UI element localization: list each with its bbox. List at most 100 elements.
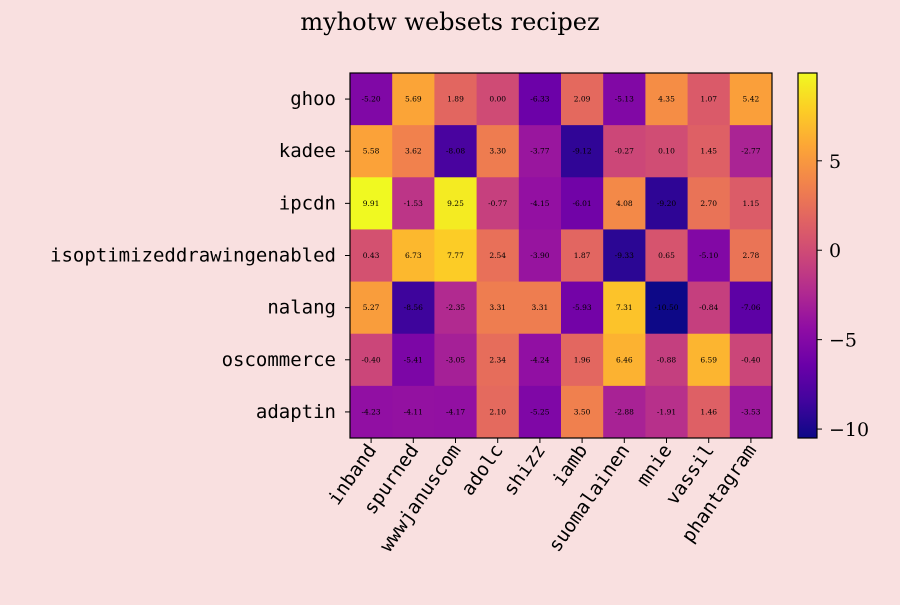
cell-value-label: 1.96 (574, 355, 591, 364)
heatmap-cell (603, 229, 646, 283)
cell-value-label: -3.77 (530, 147, 549, 156)
cell-value-label: 2.54 (489, 251, 506, 260)
heatmap-cell (687, 333, 731, 387)
cell-value-label: 2.34 (489, 355, 506, 364)
cell-value-label: 4.35 (658, 95, 675, 104)
heatmap-cell (350, 177, 393, 230)
cell-value-label: 3.31 (532, 303, 549, 312)
heatmap-cell (729, 229, 773, 283)
heatmap-cell (392, 73, 435, 126)
column-tick-labels: inbandspurnedwwwjanuscomadolcshizziambsu… (324, 438, 761, 556)
heatmap-cell (729, 333, 773, 387)
heatmap-cells (350, 73, 773, 439)
heatmap-cell-labels: -5.20 5.69 1.89 0.00 -6.33 2.09 -5.13 4.35 1.07 5… (361, 95, 760, 417)
cell-value-label: -7.06 (741, 303, 760, 312)
heatmap-cell (392, 229, 435, 283)
cell-value-label: 0.43 (363, 251, 380, 260)
heatmap-cell (645, 125, 689, 178)
heatmap-cell (476, 229, 520, 283)
heatmap-cell (561, 125, 604, 178)
cell-value-label: -6.33 (530, 95, 549, 104)
heatmap-cell (392, 177, 435, 230)
heatmap-cell (350, 73, 393, 126)
column-tick-label: shizz (499, 440, 550, 499)
cell-value-label: 3.30 (489, 147, 506, 156)
heatmap-cell (687, 281, 731, 335)
heatmap-cell (561, 281, 604, 335)
cell-value-label: 7.31 (616, 303, 633, 312)
cell-value-label: -0.27 (615, 147, 634, 156)
heatmap-cell (476, 177, 520, 230)
heatmap-cell (603, 333, 646, 387)
cell-value-label: -5.10 (699, 251, 718, 260)
cell-value-label: 5.42 (743, 95, 760, 104)
row-tick-label: ipcdn (279, 192, 336, 214)
cell-value-label: 1.89 (447, 95, 464, 104)
cell-value-label: -8.56 (404, 303, 423, 312)
cell-value-label: -0.40 (741, 355, 760, 364)
cell-value-label: -4.11 (404, 407, 423, 416)
heatmap-cell (561, 73, 604, 126)
heatmap-cell (603, 281, 646, 335)
heatmap-cell (350, 125, 393, 178)
colorbar-tick-label: 0 (829, 240, 841, 262)
cell-value-label: 5.69 (405, 95, 422, 104)
heatmap-cell (603, 177, 646, 230)
heatmap-cell (434, 229, 478, 283)
cell-value-label: -4.24 (530, 355, 549, 364)
cell-value-label: 0.00 (489, 95, 506, 104)
heatmap-cell (476, 73, 520, 126)
cell-value-label: 3.50 (574, 407, 591, 416)
cell-value-label: -5.93 (572, 303, 591, 312)
heatmap-cell (434, 177, 478, 230)
cell-value-label: -8.08 (446, 147, 465, 156)
cell-value-label: -4.23 (361, 407, 380, 416)
cell-value-label: -0.40 (361, 355, 380, 364)
cell-value-label: -2.88 (615, 407, 634, 416)
cell-value-label: 1.07 (700, 95, 717, 104)
heatmap-cell (645, 229, 689, 283)
cell-value-label: -9.12 (572, 147, 591, 156)
cell-value-label: -0.88 (657, 355, 676, 364)
heatmap-cell (645, 177, 689, 230)
heatmap-cell (434, 385, 478, 439)
cell-value-label: -1.53 (404, 199, 423, 208)
heatmap-cell (603, 385, 646, 439)
cell-value-label: 1.45 (700, 147, 717, 156)
colorbar: 5 0 −5 −10 (797, 72, 869, 441)
heatmap-cell (687, 177, 731, 230)
colorbar-gradient (797, 72, 818, 439)
heatmap-cell (561, 333, 604, 387)
heatmap-cell (603, 73, 646, 126)
cell-value-label: 1.15 (743, 199, 760, 208)
cell-value-label: 2.78 (743, 251, 760, 260)
cell-value-label: 2.09 (574, 95, 591, 104)
row-tick-label: ghoo (290, 88, 336, 110)
cell-value-label: -4.17 (446, 407, 465, 416)
heatmap-cell (603, 125, 646, 178)
cell-value-label: -1.91 (657, 407, 676, 416)
cell-value-label: 3.62 (405, 147, 422, 156)
column-tick-label: suomalainen (544, 440, 634, 556)
heatmap-cell (729, 281, 773, 335)
chart-title: myhotw websets recipez (300, 8, 599, 36)
heatmap-cell (561, 385, 604, 439)
heatmap-cell (687, 125, 731, 178)
cell-value-label: -6.01 (572, 199, 591, 208)
row-tick-label: kadee (279, 140, 336, 162)
cell-value-label: -5.25 (530, 407, 549, 416)
cell-value-label: -2.77 (741, 147, 760, 156)
cell-value-label: 7.77 (447, 251, 464, 260)
cell-value-label: 6.73 (405, 251, 422, 260)
cell-value-label: -9.33 (615, 251, 634, 260)
heatmap-cell (518, 385, 562, 439)
heatmap-cell (561, 177, 604, 230)
cell-value-label: -5.20 (361, 95, 380, 104)
cell-value-label: -2.35 (446, 303, 465, 312)
column-tick-label: adolc (457, 440, 508, 499)
cell-value-label: 1.46 (700, 407, 717, 416)
cell-value-label: -3.05 (446, 355, 465, 364)
heatmap-cell (392, 333, 435, 387)
heatmap-cell (434, 125, 478, 178)
